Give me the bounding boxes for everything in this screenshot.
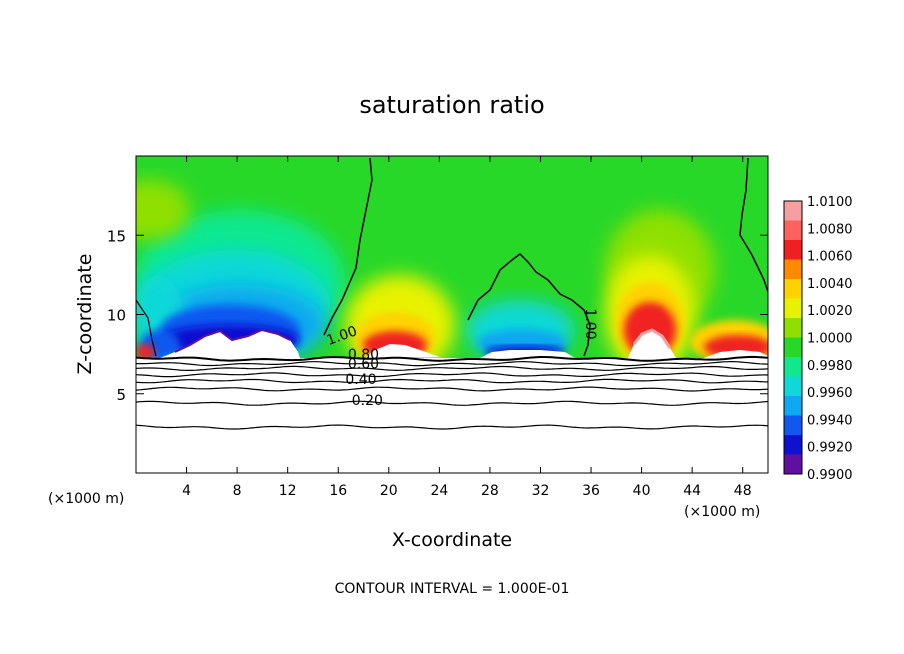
colorbar-label: 1.0060: [807, 250, 853, 265]
colorbar-swatch: [784, 337, 802, 358]
colorbar-swatch: [784, 240, 802, 260]
colorbar-swatch: [784, 357, 802, 377]
cloud-edge: [174, 328, 291, 353]
colorbar-label: 1.0000: [807, 332, 853, 347]
x-tick-label: 48: [734, 483, 752, 499]
x-tick-label: 40: [633, 483, 651, 499]
x-tick-label: 32: [532, 483, 550, 499]
colorbar-label: 0.9980: [807, 359, 853, 374]
colorbar-swatch: [784, 298, 802, 319]
contour-label: 0.60: [348, 356, 379, 372]
x-tick-label: 8: [233, 483, 242, 499]
contour-label: 1.00: [582, 308, 598, 339]
colorbar-swatch: [784, 435, 802, 455]
contour-line: [136, 360, 768, 367]
colorbar-swatch: [784, 279, 802, 299]
x-axis-ticks: 4 8 12 16 20 24 28 32 36 40 44 48: [182, 156, 752, 499]
contour-line: [136, 365, 768, 372]
contour-line: [467, 253, 591, 357]
colorbar-label: 1.0080: [807, 222, 853, 237]
y-tick-label: 15: [107, 227, 126, 245]
x-tick-label: 16: [329, 483, 347, 499]
y-axis-ticks: 5 10 15: [107, 227, 768, 404]
x-tick-label: 4: [182, 483, 191, 499]
colorbar-swatch: [784, 415, 802, 436]
colorbar-swatch: [784, 201, 802, 221]
x-tick-label: 28: [481, 483, 499, 499]
x-tick-label: 20: [380, 483, 398, 499]
colorbar-swatch: [784, 454, 802, 475]
colorbar-swatch: [784, 259, 802, 280]
x-unit-right: (×1000 m): [684, 504, 760, 520]
colorbar-frame: [783, 200, 803, 475]
contour-line: [136, 400, 768, 406]
x-tick-label: 36: [582, 483, 600, 499]
colorbar-label: 0.9960: [807, 386, 853, 401]
contour-line: [136, 386, 768, 392]
contour-line: [136, 372, 768, 378]
contour-line: [323, 157, 373, 336]
colorbar-label: 1.0100: [807, 195, 853, 210]
low-level-region: [136, 358, 768, 473]
colorbar-swatch: [784, 376, 802, 397]
cloud-region: [365, 344, 440, 358]
x-axis-label: X-coordinate: [392, 529, 512, 551]
x-unit-left: (×1000 m): [48, 491, 124, 507]
saturation-field: [136, 156, 768, 473]
y-tick-label: 10: [107, 307, 126, 325]
colorbar-swatch: [784, 318, 802, 338]
cloud-edge: [632, 328, 672, 349]
colorbar-label: 0.9940: [807, 413, 853, 428]
contour-interval-note: CONTOUR INTERVAL = 1.000E-01: [335, 581, 570, 597]
contour-lines: [136, 157, 768, 430]
cloud-region: [480, 350, 575, 358]
y-axis-label: Z-coordinate: [74, 254, 96, 375]
contour-line: [136, 424, 768, 430]
x-tick-label: 12: [279, 483, 297, 499]
y-tick-label: 5: [116, 386, 126, 404]
supersaturated-core: [136, 344, 155, 360]
colorbar-swatch: [784, 220, 802, 241]
colorbar-label: 0.9900: [807, 468, 853, 483]
contour-line: [136, 355, 768, 362]
contour-label: 0.40: [345, 372, 376, 388]
contour-line: [136, 299, 157, 357]
near-saturated-zone: [136, 180, 190, 240]
contour-line: [136, 378, 768, 384]
contour-line: [739, 157, 768, 293]
colorbar: 1.0100 1.0080 1.0060 1.0040 1.0020 1.0000 0.99…: [783, 195, 853, 483]
colorbar-swatch: [784, 396, 802, 416]
colorbar-label: 0.9920: [807, 441, 853, 456]
x-tick-label: 44: [683, 483, 701, 499]
chart-title: saturation ratio: [359, 91, 544, 119]
colorbar-label: 1.0020: [807, 304, 853, 319]
contour-label: 0.80: [348, 347, 379, 363]
colorbar-label: 1.0040: [807, 277, 853, 292]
contour-label: 0.20: [352, 393, 383, 409]
x-tick-label: 24: [430, 483, 448, 499]
cloud-region: [160, 330, 300, 358]
